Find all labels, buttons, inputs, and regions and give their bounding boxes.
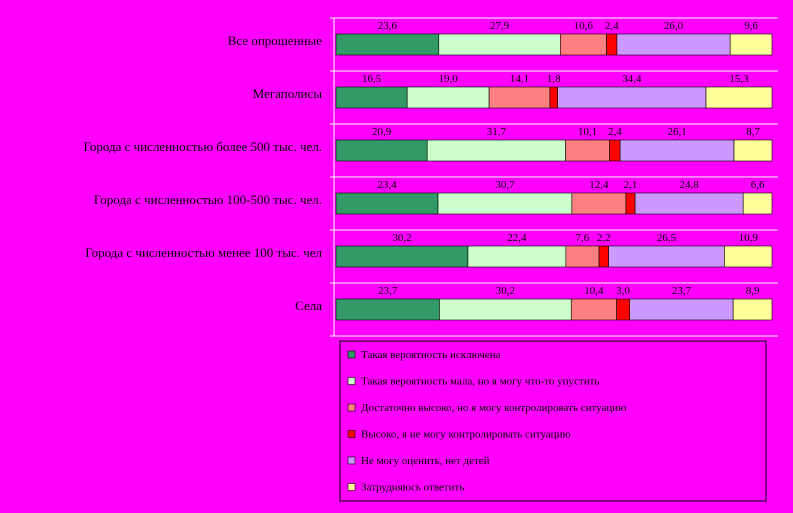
bar-segment: [439, 298, 572, 321]
data-label: 2,4: [605, 20, 619, 32]
bar-segment: [335, 245, 469, 268]
bar-segment: [625, 192, 636, 215]
legend-item-label: Такая вероятность мала, но я могу что-то…: [361, 376, 599, 388]
data-label: 19,0: [439, 73, 459, 85]
category-label: Города с численностью более 500 тыс. чел…: [84, 139, 322, 154]
bar-segment: [488, 86, 551, 109]
data-label: 30,2: [496, 285, 515, 297]
legend-swatch: [347, 456, 356, 465]
legend-item-label: Высоко, я не могу контролировать ситуаци…: [361, 429, 571, 441]
category-label: Города с численностью менее 100 тыс. чел: [85, 245, 322, 260]
data-label: 24,8: [680, 179, 700, 191]
data-label: 10,6: [574, 20, 594, 32]
data-label: 23,7: [378, 285, 398, 297]
legend-swatch: [347, 350, 356, 359]
category-label: Мегаполисы: [253, 86, 323, 101]
data-label: 26,5: [657, 232, 677, 244]
bar-segment: [616, 298, 631, 321]
data-label: 15,3: [729, 73, 749, 85]
data-label: 26,1: [667, 126, 686, 138]
bar-segment: [565, 245, 600, 268]
legend-box: [339, 340, 767, 502]
data-label: 26,0: [664, 20, 684, 32]
bar-segment: [467, 245, 567, 268]
legend-swatch: [347, 403, 356, 412]
legend-item-label: Не могу оценить, нет детей: [361, 455, 490, 467]
bar-segment: [549, 86, 558, 109]
legend: Такая вероятность исключена Такая вероятн…: [339, 340, 767, 502]
bar-segment: [616, 33, 731, 56]
data-label: 8,7: [746, 126, 760, 138]
data-label: 6,6: [751, 179, 765, 191]
bar-segment: [557, 86, 707, 109]
data-label: 7,6: [576, 232, 590, 244]
category-label: Все опрошенные: [228, 33, 323, 48]
bar-segment: [729, 33, 773, 56]
bar-segment: [570, 298, 617, 321]
bar-segment: [335, 192, 439, 215]
bar-segment: [565, 139, 610, 162]
data-label: 23,4: [377, 179, 397, 191]
bar-segment: [406, 86, 490, 109]
data-label: 2,1: [624, 179, 638, 191]
legend-swatch: [347, 377, 356, 385]
bar-segment: [742, 192, 773, 215]
data-label: 20,9: [372, 126, 392, 138]
value-labels-layer: 23,6 27,9 10,6 2,4 26,0 9,6 16,5 19,0 14,1 1,8 34,…: [362, 20, 765, 297]
bar-segment: [629, 298, 734, 321]
data-label: 14,1: [510, 73, 529, 85]
bar-segment: [598, 245, 609, 268]
bar-segment: [438, 33, 561, 56]
data-label: 23,7: [672, 285, 692, 297]
bar-segment: [732, 298, 773, 321]
data-label: 10,1: [578, 126, 597, 138]
bar-segment: [609, 139, 621, 162]
data-label: 9,6: [744, 20, 758, 32]
bar-segment: [571, 192, 627, 215]
bar-segment: [426, 139, 566, 162]
bar-segment: [705, 86, 773, 109]
data-label: 12,4: [589, 179, 609, 191]
bar-segment: [606, 33, 618, 56]
bar-segment: [335, 298, 440, 321]
bar-segment: [437, 192, 573, 215]
legend-swatch: [347, 430, 356, 438]
data-label: 2,2: [597, 232, 611, 244]
bar-segment: [335, 86, 408, 109]
axis-lines: [330, 17, 778, 337]
data-label: 10,9: [739, 232, 759, 244]
data-label: 2,4: [608, 126, 622, 138]
data-label: 30,2: [392, 232, 411, 244]
data-label: 23,6: [378, 20, 398, 32]
legend-item-label: Достаточно высоко, но я могу контролиров…: [361, 402, 626, 414]
bar-segment: [724, 245, 773, 268]
category-label: Села: [295, 298, 322, 313]
bar-segment: [619, 139, 735, 162]
plot-area: 23,6 27,9 10,6 2,4 26,0 9,6 16,5 19,0 14,1 1,8 34,…: [84, 17, 778, 337]
category-labels-layer: Все опрошенные Мегаполисы Города с численн…: [84, 33, 323, 313]
data-label: 22,4: [507, 232, 527, 244]
bar-segment: [560, 33, 607, 56]
bar-segment: [335, 139, 428, 162]
data-label: 1,8: [547, 73, 561, 85]
bar-segment: [608, 245, 725, 268]
legend-item-label: Такая вероятность исключена: [361, 349, 501, 361]
data-label: 16,5: [362, 73, 382, 85]
bar-segment: [335, 33, 440, 56]
data-label: 34,4: [622, 73, 642, 85]
data-label: 10,4: [584, 285, 604, 297]
bars-layer: [335, 33, 773, 321]
data-label: 8,9: [746, 285, 760, 297]
category-label: Города с численностью 100-500 тыс. чел.: [94, 192, 322, 207]
legend-swatch: [347, 483, 356, 491]
data-label: 3,0: [616, 285, 630, 297]
data-label: 31,7: [487, 126, 507, 138]
legend-item-label: Затрудняюсь ответить: [361, 482, 464, 494]
bar-segment: [733, 139, 773, 162]
data-label: 27,9: [490, 20, 510, 32]
bar-segment: [634, 192, 744, 215]
data-label: 30,7: [495, 179, 515, 191]
